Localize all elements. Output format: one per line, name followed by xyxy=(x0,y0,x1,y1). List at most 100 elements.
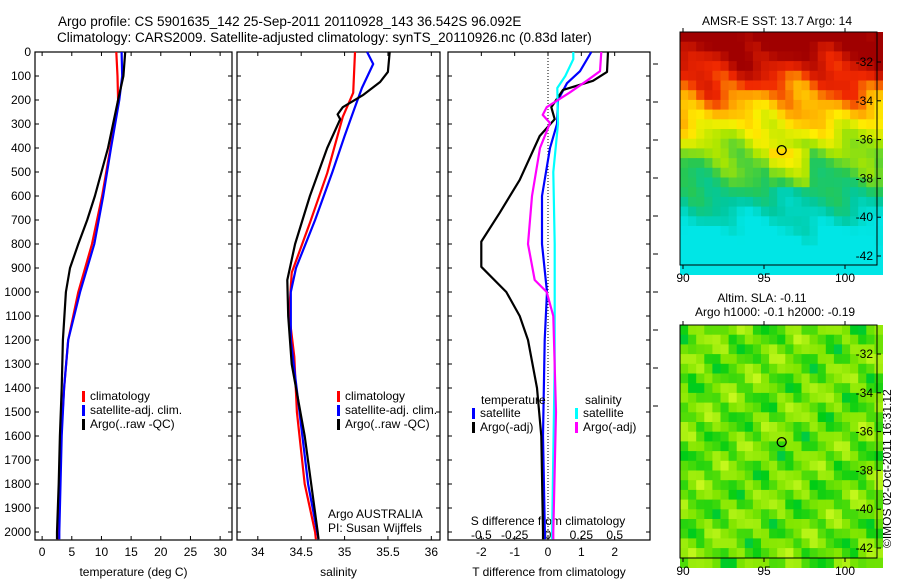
map-cell xyxy=(688,235,697,246)
map-cell xyxy=(761,245,770,256)
map-cell xyxy=(801,70,811,81)
map-cell xyxy=(825,264,835,275)
map-cell xyxy=(801,528,811,539)
map-cell xyxy=(761,422,770,433)
map-cell xyxy=(842,226,851,237)
map-cell xyxy=(736,441,746,452)
map-cell xyxy=(866,528,875,539)
map-cell xyxy=(688,138,697,149)
map-cell xyxy=(858,499,867,510)
x-tick-label: 34.5 xyxy=(290,545,314,559)
x-tick-label: 2 xyxy=(611,545,618,559)
map-cell xyxy=(720,264,730,275)
map-cell xyxy=(874,431,883,442)
map-cell xyxy=(720,373,730,384)
map-cell xyxy=(761,431,770,442)
map-cell xyxy=(680,119,689,130)
map-cell xyxy=(850,235,859,246)
map-cell xyxy=(850,334,859,345)
map-cell xyxy=(769,90,778,101)
x-tick-label: 35 xyxy=(338,545,352,559)
map-cell xyxy=(688,226,697,237)
map-cell xyxy=(744,32,754,43)
map-cell xyxy=(680,264,689,275)
map-cell xyxy=(769,431,778,442)
map-cell xyxy=(704,528,713,539)
map-cell xyxy=(744,129,754,140)
map-cell xyxy=(704,344,713,355)
map-cell xyxy=(785,480,794,491)
map-cell xyxy=(777,32,786,43)
map-cell xyxy=(858,325,867,336)
map-cell xyxy=(720,129,730,140)
map-cell xyxy=(874,334,883,345)
map-cell xyxy=(793,41,802,52)
map-cell xyxy=(680,422,689,433)
map-cell xyxy=(850,177,859,188)
map-cell xyxy=(785,489,794,501)
map-cell xyxy=(688,480,697,491)
map-cell xyxy=(761,557,770,568)
map-cell xyxy=(793,129,802,140)
map-cell xyxy=(842,138,851,149)
map-cell xyxy=(769,325,778,336)
map-cell xyxy=(833,235,843,246)
map-cell xyxy=(704,557,713,568)
map-cell xyxy=(866,548,875,559)
map-cell xyxy=(761,451,770,462)
map-cell xyxy=(761,177,770,188)
map-cell xyxy=(801,158,811,169)
map-cell xyxy=(752,383,762,394)
map-lat-label: -42 xyxy=(856,249,874,263)
map-cell xyxy=(704,32,713,43)
map-cell xyxy=(680,245,689,256)
map-cell xyxy=(761,392,770,404)
legend-swatch xyxy=(337,405,340,416)
map-cell xyxy=(833,226,843,237)
map-cell xyxy=(752,226,762,237)
map-cell xyxy=(785,187,794,198)
map-cell xyxy=(696,138,705,149)
map-cell xyxy=(696,412,705,423)
map-cell xyxy=(728,383,738,394)
map-cell xyxy=(785,32,794,43)
map-cell xyxy=(785,431,794,442)
map-cell xyxy=(866,70,875,81)
map-cell xyxy=(785,109,794,120)
map-cell xyxy=(850,460,859,471)
map-cell xyxy=(866,32,875,43)
map-cell xyxy=(809,206,819,217)
map-cell xyxy=(785,255,794,266)
map-cell xyxy=(761,354,770,365)
map-cell xyxy=(785,90,794,101)
map-cell xyxy=(728,509,738,520)
map-cell xyxy=(680,138,689,149)
map-cell xyxy=(842,354,851,365)
map-cell xyxy=(704,90,713,101)
map-cell xyxy=(736,383,746,394)
map-cell xyxy=(842,70,851,81)
map-cell xyxy=(696,383,705,394)
map-cell xyxy=(850,158,859,169)
map-cell xyxy=(688,548,697,559)
map-cell xyxy=(761,41,770,52)
map-cell xyxy=(688,402,697,413)
x-tick-label: 10 xyxy=(95,545,109,559)
map-cell xyxy=(817,470,827,481)
map-cell xyxy=(785,557,794,568)
map-lat-label: -38 xyxy=(856,463,874,477)
map-cell xyxy=(809,187,819,198)
map-cell xyxy=(866,383,875,394)
map-cell xyxy=(785,470,794,481)
map-cell xyxy=(712,480,721,491)
map-cell xyxy=(720,402,730,413)
map-cell xyxy=(793,383,802,394)
map-cell xyxy=(833,32,843,43)
map-cell xyxy=(744,344,754,355)
map-cell xyxy=(858,226,867,237)
map-cell xyxy=(720,61,730,72)
map-cell xyxy=(712,119,721,130)
map-cell xyxy=(833,187,843,198)
map-cell xyxy=(680,32,689,43)
